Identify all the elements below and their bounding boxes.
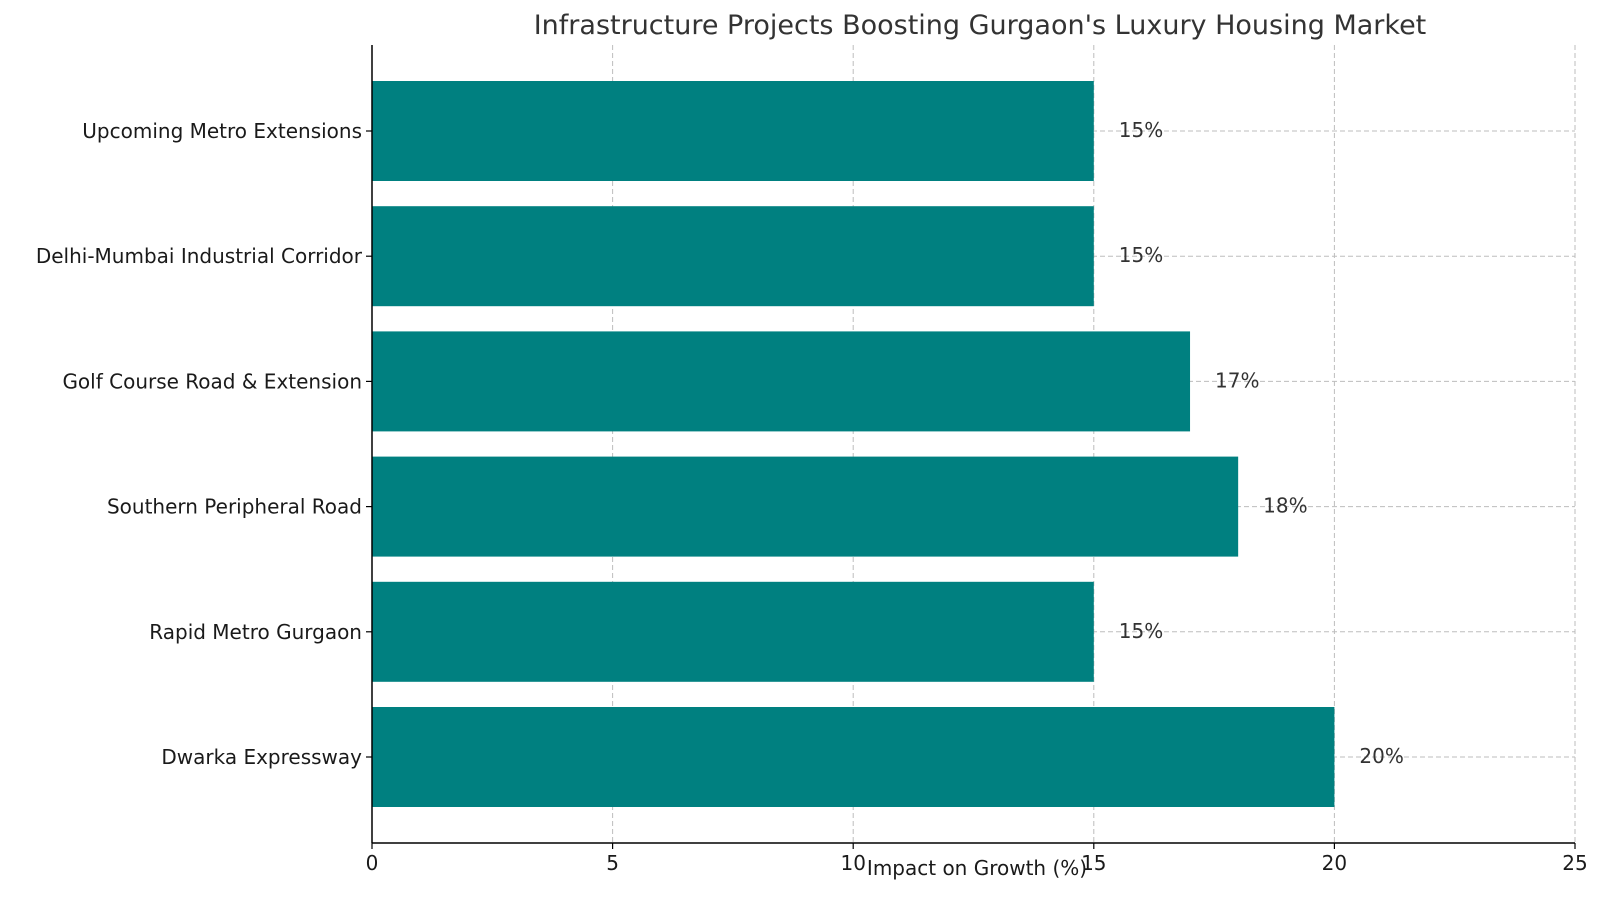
category-label-2: Southern Peripheral Road xyxy=(107,495,362,519)
bars xyxy=(372,81,1335,807)
bar-2 xyxy=(372,456,1239,557)
bar-0 xyxy=(372,707,1335,807)
category-label-1: Rapid Metro Gurgaon xyxy=(149,620,362,644)
chart-title: Infrastructure Projects Boosting Gurgaon… xyxy=(534,10,1427,41)
category-label-5: Upcoming Metro Extensions xyxy=(82,119,362,143)
data-label-5: 15% xyxy=(1119,118,1163,142)
data-label-2: 18% xyxy=(1263,494,1307,518)
x-tick-label-4: 20 xyxy=(1322,851,1347,875)
bar-1 xyxy=(372,581,1094,682)
x-axis-title: Impact on Growth (%) xyxy=(867,856,1087,880)
x-tick-label-0: 0 xyxy=(366,851,379,875)
x-tick-label-3: 15 xyxy=(1081,851,1106,875)
data-label-1: 15% xyxy=(1119,619,1163,643)
labels: 0 5 10 15 20 25 Dwarka Expressway Rapid Metro G… xyxy=(36,118,1588,875)
data-label-0: 20% xyxy=(1359,744,1403,768)
bar-4 xyxy=(372,206,1094,307)
data-label-3: 17% xyxy=(1215,368,1259,392)
data-label-4: 15% xyxy=(1119,243,1163,267)
bar-3 xyxy=(372,331,1191,432)
x-tick-label-1: 5 xyxy=(606,851,619,875)
category-label-3: Golf Course Road & Extension xyxy=(62,369,362,393)
category-label-0: Dwarka Expressway xyxy=(161,745,362,769)
category-label-4: Delhi-Mumbai Industrial Corridor xyxy=(36,244,363,268)
x-tick-label-5: 25 xyxy=(1562,851,1587,875)
x-tick-label-2: 10 xyxy=(840,851,865,875)
axes xyxy=(366,45,1576,849)
bar-5 xyxy=(372,81,1094,181)
